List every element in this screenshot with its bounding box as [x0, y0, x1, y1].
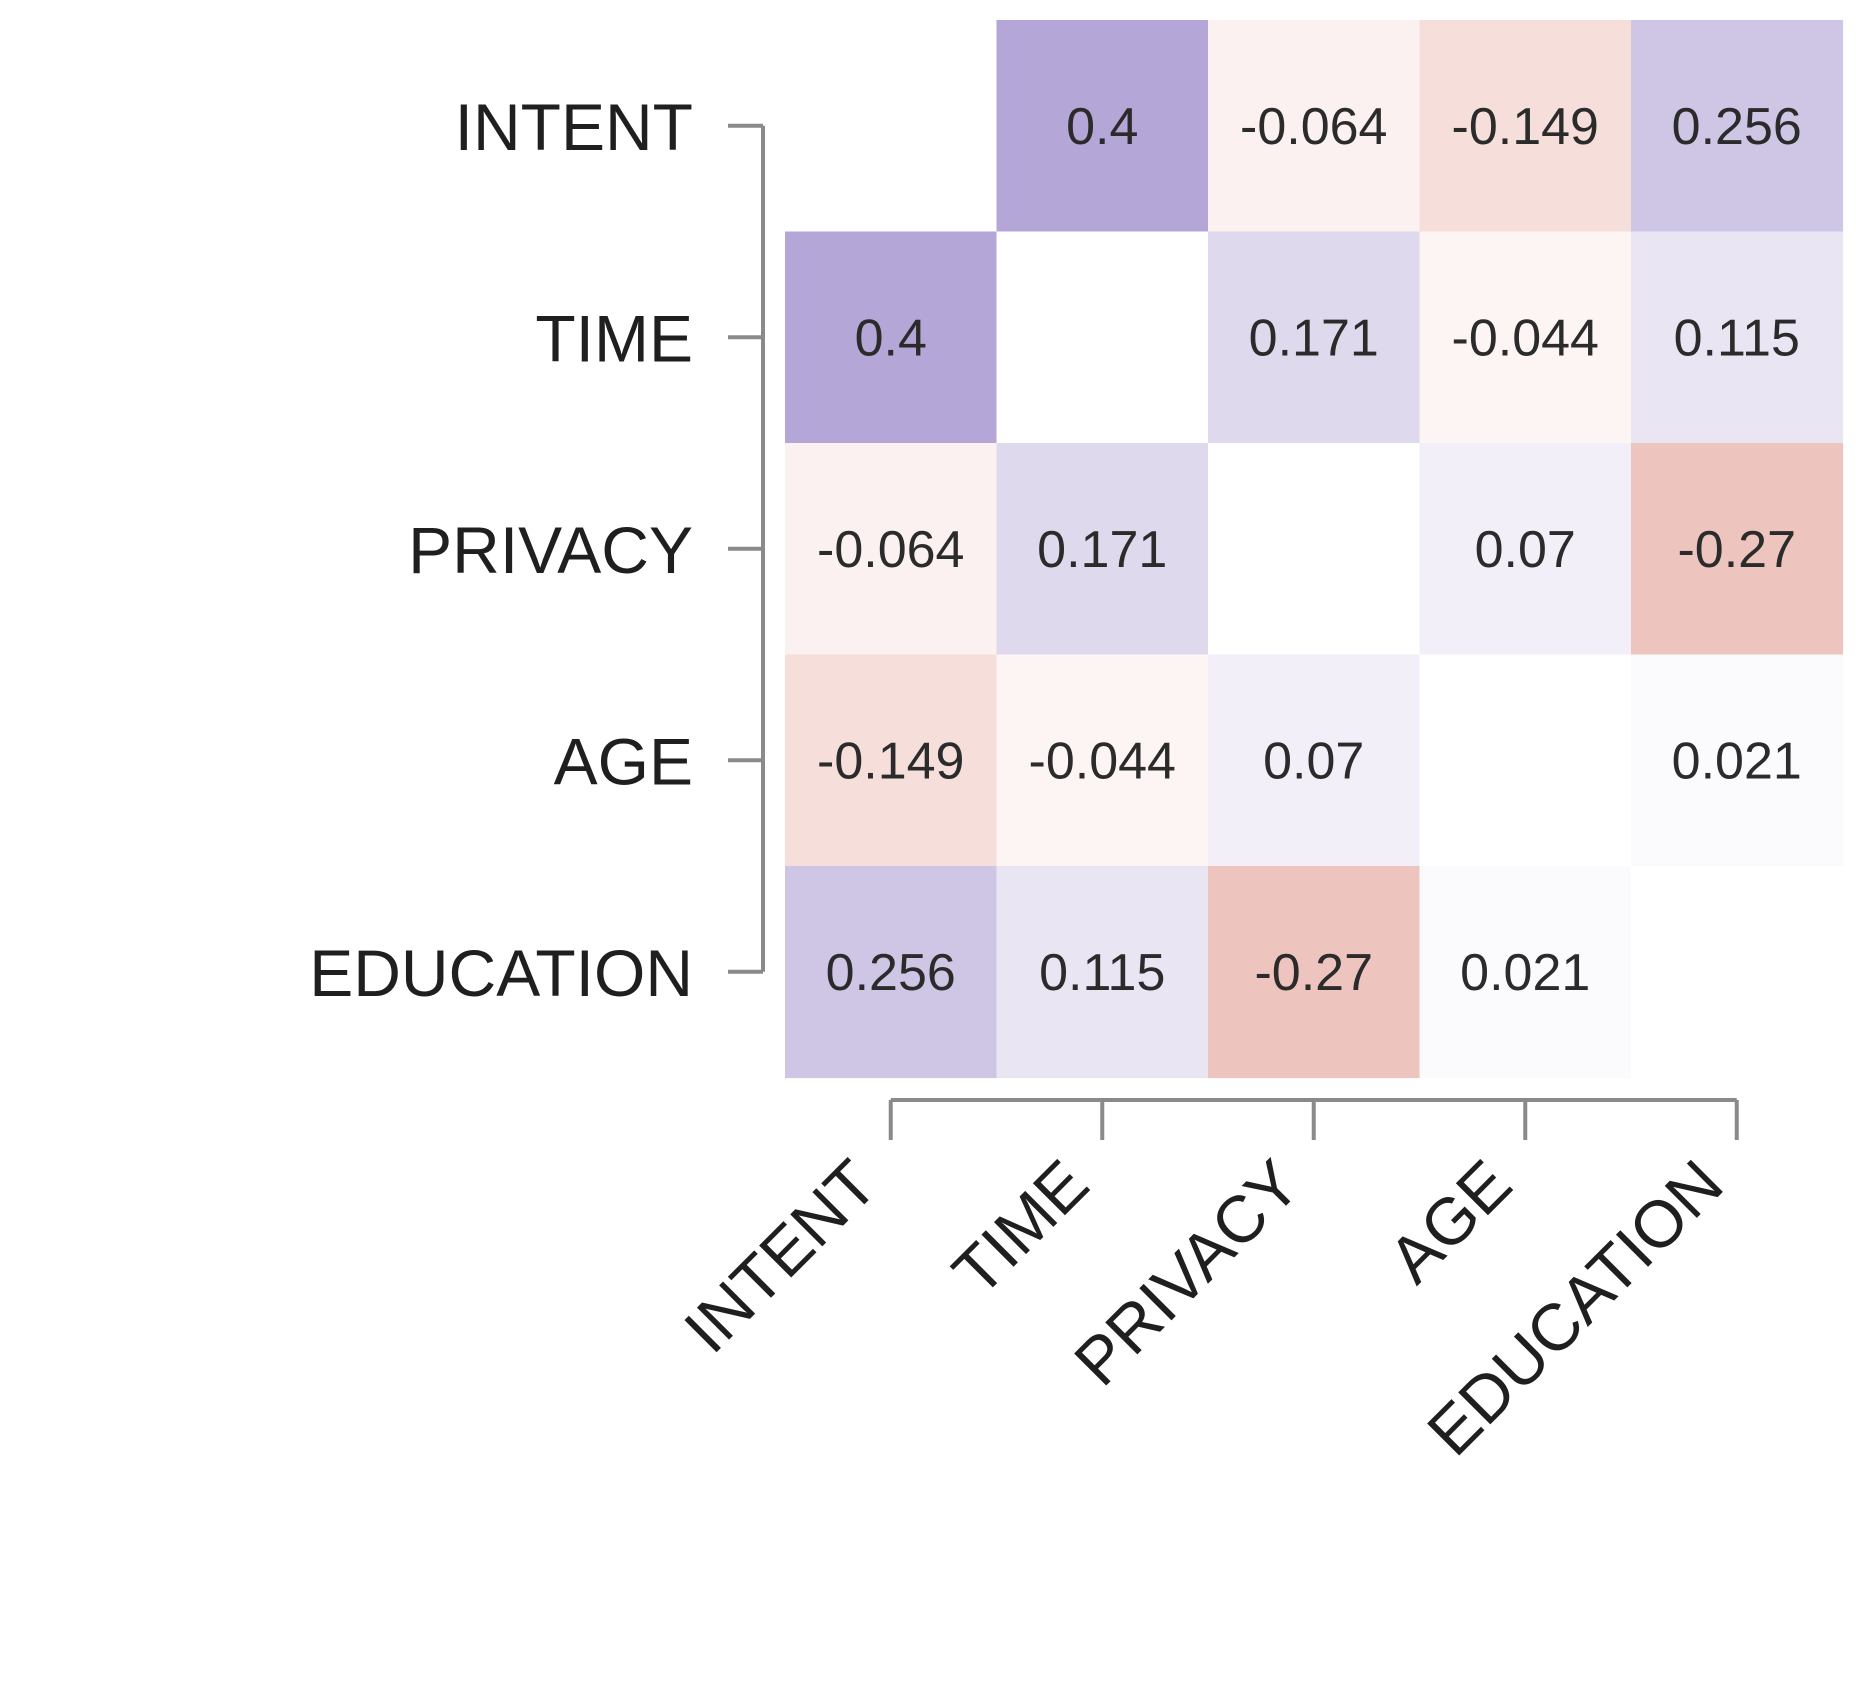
cell-value-label: -0.044: [1452, 309, 1599, 367]
cell-value-label: -0.27: [1254, 944, 1373, 1002]
heatmap-cell-time-time: [996, 231, 1209, 444]
heatmap-cell-privacy-intent: [785, 443, 998, 656]
cell-value-label: -0.27: [1677, 521, 1796, 579]
column-label-time: TIME: [938, 1146, 1102, 1310]
cell-value-label: 0.115: [1674, 309, 1800, 367]
heatmap-cell-intent-time: [996, 20, 1209, 233]
heatmap-cell-intent-intent: [785, 20, 998, 233]
cell-value-label: -0.044: [1029, 732, 1176, 790]
cell-value-label: 0.021: [1460, 944, 1590, 1002]
cell-value-label: 0.4: [1066, 98, 1138, 156]
cell-value-label: -0.149: [1452, 98, 1599, 156]
heatmap-cell-privacy-age: [1419, 443, 1632, 656]
heatmap-cell-age-age: [1419, 654, 1632, 867]
heatmap-cell-age-time: [996, 654, 1209, 867]
heatmap-cell-intent-education: [1631, 20, 1844, 233]
row-axis: INTENT TIME PRIVACY AGE EDUCATION: [309, 90, 765, 1010]
heatmap-cell-education-intent: [785, 866, 998, 1079]
heatmap-cell-education-privacy: [1208, 866, 1421, 1079]
heatmap-cell-education-time: [996, 866, 1209, 1079]
cell-value-label: 0.4: [855, 309, 927, 367]
column-label-age: AGE: [1374, 1146, 1525, 1297]
heatmap-cell-age-education: [1631, 654, 1844, 867]
heatmap-cell-time-age: [1419, 231, 1632, 444]
cell-value-label: 0.07: [1263, 732, 1364, 790]
cell-value-label: 0.171: [1249, 309, 1379, 367]
cell-value-label: 0.256: [826, 944, 956, 1002]
cell-value-label: -0.064: [817, 521, 964, 579]
column-label-privacy: PRIVACY: [1060, 1146, 1314, 1400]
heatmap-cell-education-education: [1631, 866, 1844, 1079]
heatmap-cell-education-age: [1419, 866, 1632, 1079]
cell-value-label: 0.021: [1672, 732, 1802, 790]
cell-value-label: -0.149: [817, 732, 964, 790]
heatmap-cell-age-privacy: [1208, 654, 1421, 867]
heatmap-cell-time-privacy: [1208, 231, 1421, 444]
cell-value-label: 0.115: [1039, 944, 1165, 1002]
cell-value-label: 0.256: [1672, 98, 1802, 156]
row-label-education: EDUCATION: [309, 936, 693, 1010]
heatmap-cell-privacy-education: [1631, 443, 1844, 656]
row-label-intent: INTENT: [455, 90, 693, 164]
cell-value-label: 0.07: [1475, 521, 1576, 579]
heatmap-cell-age-intent: [785, 654, 998, 867]
cell-value-label: -0.064: [1240, 98, 1387, 156]
heatmap-cell-intent-age: [1419, 20, 1632, 233]
cell-value-label: 0.171: [1037, 521, 1167, 579]
heatmap-cell-privacy-privacy: [1208, 443, 1421, 656]
row-label-age: AGE: [554, 724, 693, 798]
heatmap-cell-intent-privacy: [1208, 20, 1421, 233]
heatmap-cell-time-education: [1631, 231, 1844, 444]
heatmap-cell-privacy-time: [996, 443, 1209, 656]
row-label-time: TIME: [535, 301, 693, 375]
row-label-privacy: PRIVACY: [408, 513, 693, 587]
heatmap-cell-time-intent: [785, 231, 998, 444]
heatmap-cells: 0.4 -0.064 -0.149 0.256 0.4 0.171 -0.044 0.115 -…: [785, 20, 1844, 1079]
column-label-intent: INTENT: [670, 1146, 891, 1367]
